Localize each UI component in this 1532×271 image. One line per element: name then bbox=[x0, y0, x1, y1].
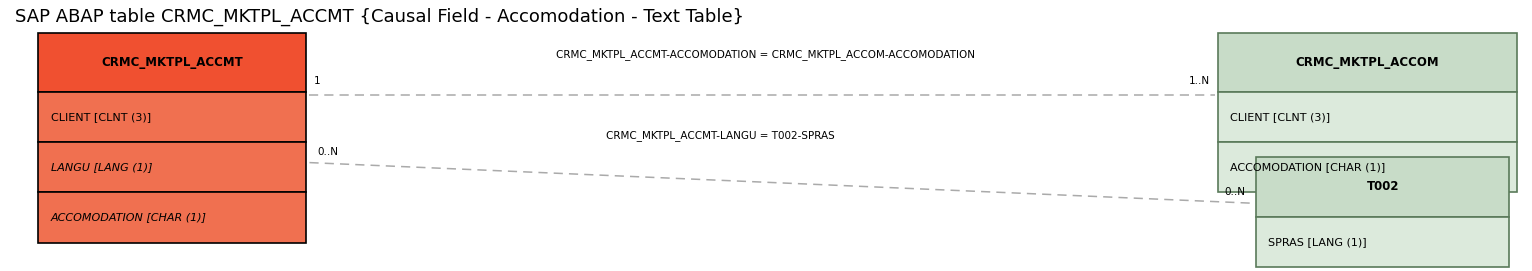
FancyBboxPatch shape bbox=[1218, 33, 1517, 92]
FancyBboxPatch shape bbox=[38, 92, 306, 142]
Text: ACCOMODATION [CHAR (1)]: ACCOMODATION [CHAR (1)] bbox=[1230, 162, 1385, 172]
Text: 1..N: 1..N bbox=[1189, 76, 1210, 86]
Text: CLIENT [CLNT (3)]: CLIENT [CLNT (3)] bbox=[1230, 112, 1330, 122]
Text: 0..N: 0..N bbox=[1224, 188, 1246, 197]
Text: SAP ABAP table CRMC_MKTPL_ACCMT {Causal Field - Accomodation - Text Table}: SAP ABAP table CRMC_MKTPL_ACCMT {Causal … bbox=[15, 8, 745, 26]
Text: CRMC_MKTPL_ACCOM: CRMC_MKTPL_ACCOM bbox=[1296, 56, 1439, 69]
Text: 0..N: 0..N bbox=[317, 147, 339, 157]
FancyBboxPatch shape bbox=[38, 142, 306, 192]
Text: CRMC_MKTPL_ACCMT-ACCOMODATION = CRMC_MKTPL_ACCOM-ACCOMODATION: CRMC_MKTPL_ACCMT-ACCOMODATION = CRMC_MKT… bbox=[556, 49, 976, 60]
FancyBboxPatch shape bbox=[1256, 217, 1509, 267]
Text: CLIENT [CLNT (3)]: CLIENT [CLNT (3)] bbox=[51, 112, 150, 122]
FancyBboxPatch shape bbox=[1218, 92, 1517, 142]
Text: SPRAS [LANG (1)]: SPRAS [LANG (1)] bbox=[1268, 237, 1367, 247]
FancyBboxPatch shape bbox=[38, 33, 306, 92]
FancyBboxPatch shape bbox=[38, 192, 306, 243]
FancyBboxPatch shape bbox=[1218, 142, 1517, 192]
Text: LANGU [LANG (1)]: LANGU [LANG (1)] bbox=[51, 162, 152, 172]
Text: ACCOMODATION [CHAR (1)]: ACCOMODATION [CHAR (1)] bbox=[51, 212, 207, 222]
Text: T002: T002 bbox=[1367, 180, 1399, 193]
FancyBboxPatch shape bbox=[1256, 157, 1509, 217]
Text: CRMC_MKTPL_ACCMT: CRMC_MKTPL_ACCMT bbox=[101, 56, 244, 69]
Text: 1: 1 bbox=[314, 76, 320, 86]
Text: CRMC_MKTPL_ACCMT-LANGU = T002-SPRAS: CRMC_MKTPL_ACCMT-LANGU = T002-SPRAS bbox=[605, 130, 835, 141]
